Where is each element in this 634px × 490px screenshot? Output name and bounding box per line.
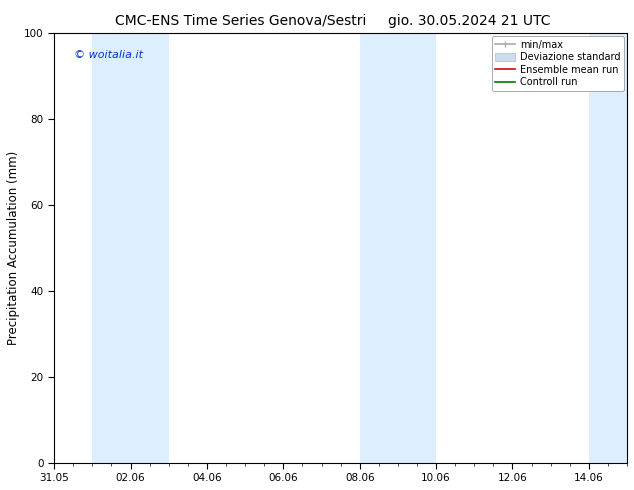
Text: gio. 30.05.2024 21 UTC: gio. 30.05.2024 21 UTC: [388, 14, 550, 28]
Bar: [359, 33, 436, 463]
Text: CMC-ENS Time Series Genova/Sestri: CMC-ENS Time Series Genova/Sestri: [115, 14, 366, 28]
Y-axis label: Precipitation Accumulation (mm): Precipitation Accumulation (mm): [7, 151, 20, 345]
Bar: [589, 33, 634, 463]
Text: © woitalia.it: © woitalia.it: [74, 50, 143, 60]
Bar: [93, 33, 169, 463]
Legend: min/max, Deviazione standard, Ensemble mean run, Controll run: min/max, Deviazione standard, Ensemble m…: [491, 36, 624, 91]
